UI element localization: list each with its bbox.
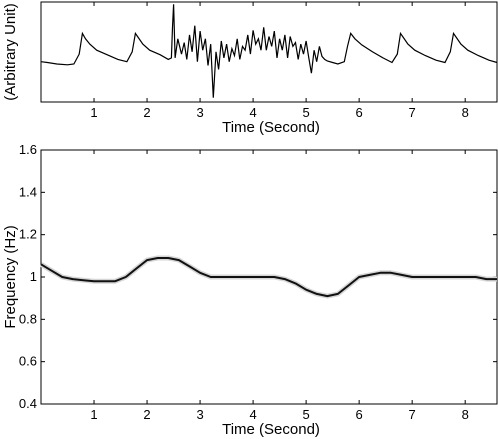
- y-tick-label: 1.2: [19, 227, 37, 242]
- x-tick-label: 6: [356, 407, 363, 422]
- x-tick-label: 4: [249, 105, 256, 120]
- x-tick-label: 8: [462, 105, 469, 120]
- y-axis-label: Frequency (Hz): [2, 225, 19, 328]
- bottom-panel: 1 2 3 4 5 6 7 8 Time (Second) Frequency (Hz) 0.4 0.…: [2, 142, 498, 438]
- y-tick-label: 0.8: [19, 311, 37, 326]
- x-tick-label: 5: [302, 105, 309, 120]
- y-tick-label: 1.6: [19, 142, 37, 157]
- x-axis-label: Time (Second): [222, 421, 320, 438]
- x-axis-label: Time (Second): [222, 119, 320, 136]
- x-tick-label: 3: [196, 407, 203, 422]
- y-axis-label: (Arbitrary Unit): [2, 3, 19, 101]
- signal-line: [40, 4, 498, 98]
- plot-frame: [40, 1, 498, 103]
- frequency-ridge: [40, 257, 497, 298]
- x-tick-label: 1: [90, 407, 97, 422]
- x-tick-label: 7: [409, 407, 416, 422]
- y-tick-label: 0.6: [19, 354, 37, 369]
- x-tick-label: 2: [143, 407, 150, 422]
- y-tick-label: 1.4: [19, 184, 37, 199]
- x-tick-label: 6: [356, 105, 363, 120]
- y-tick-label: 1: [30, 269, 37, 284]
- top-panel: 1 2 3 4 5 6 7 8 Time (Second) (Arbitrary Unit): [2, 1, 498, 136]
- x-tick-label: 1: [90, 105, 97, 120]
- x-tick-label: 5: [302, 407, 309, 422]
- x-tick-label: 3: [196, 105, 203, 120]
- x-tick-label: 8: [462, 407, 469, 422]
- x-tick-label: 2: [143, 105, 150, 120]
- x-tick-label: 7: [409, 105, 416, 120]
- x-tick-label: 4: [249, 407, 256, 422]
- y-tick-label: 0.4: [19, 396, 37, 411]
